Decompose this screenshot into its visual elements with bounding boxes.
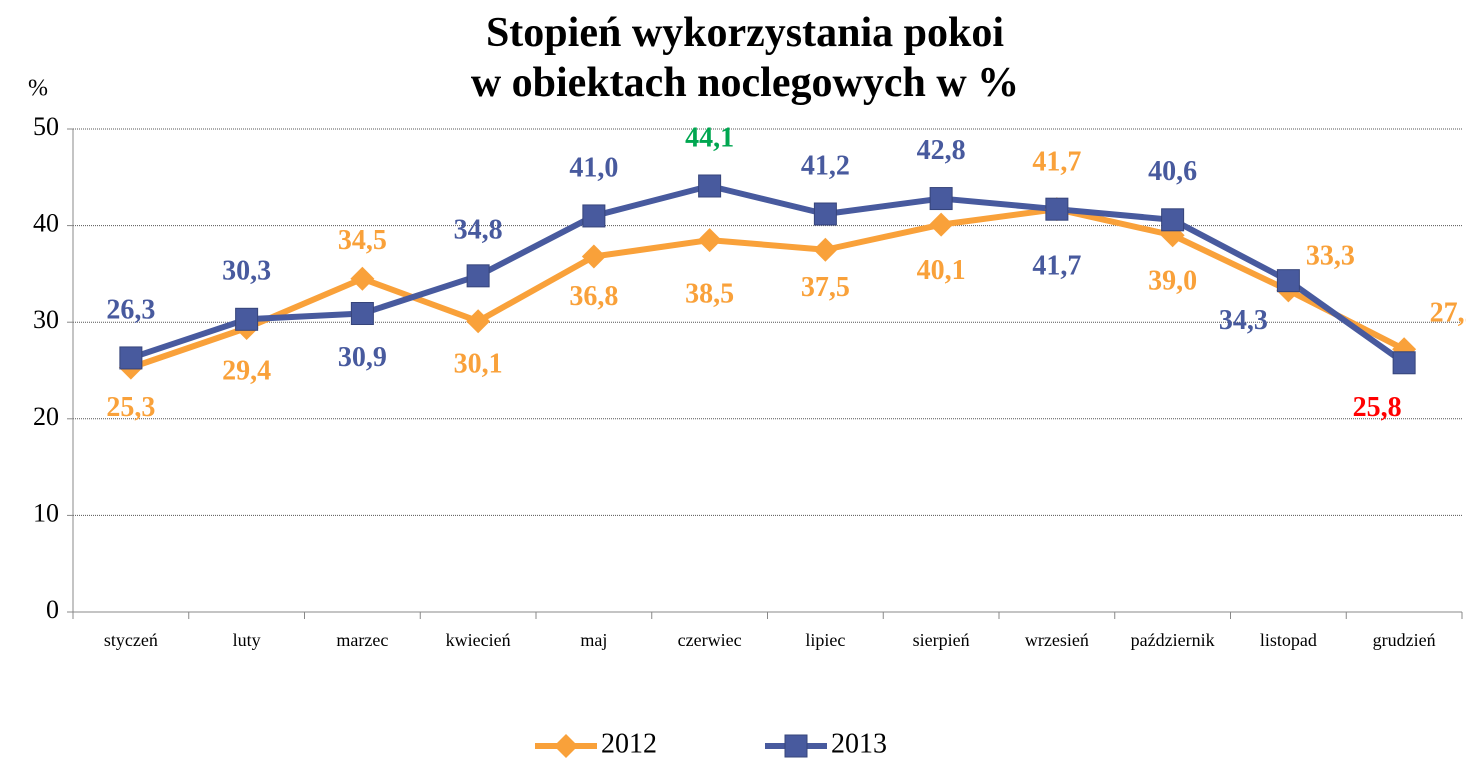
data-label: 39,0 <box>1148 266 1197 297</box>
data-label: 29,4 <box>222 355 271 386</box>
data-label: 34,5 <box>338 225 387 256</box>
x-tick-label: wrzesień <box>1025 630 1089 650</box>
data-label: 30,9 <box>338 342 387 373</box>
chart-title: Stopień wykorzystania pokoi w obiektach … <box>470 10 1020 106</box>
marker <box>350 302 374 326</box>
data-label: 25,3 <box>106 392 155 423</box>
x-tick-label: listopad <box>1260 630 1317 650</box>
data-label: 41,2 <box>801 150 850 181</box>
marker <box>813 202 837 226</box>
marker <box>1161 208 1185 232</box>
marker <box>235 307 259 331</box>
data-label: 33,3 <box>1306 241 1355 272</box>
marker <box>698 174 722 198</box>
marker <box>350 266 375 291</box>
x-tick-label: styczeń <box>104 630 158 650</box>
x-tick-label: sierpień <box>913 630 970 650</box>
marker <box>119 346 143 370</box>
x-tick-label: kwiecień <box>446 630 511 650</box>
marker <box>784 734 808 758</box>
x-tick-label: grudzień <box>1373 630 1436 650</box>
data-label: 25,8 <box>1353 392 1402 423</box>
data-label: 41,0 <box>569 152 618 183</box>
marker <box>466 309 491 334</box>
marker <box>1276 269 1300 293</box>
x-tick-label: maj <box>580 630 607 650</box>
marker <box>929 212 954 237</box>
marker <box>582 204 606 228</box>
series-line <box>129 182 1406 366</box>
data-label: 36,8 <box>569 281 618 312</box>
marker <box>1392 351 1416 375</box>
data-label: 30,3 <box>222 256 271 287</box>
y-axis-label: % <box>28 76 48 102</box>
legend-label: 2012 <box>601 728 657 759</box>
marker <box>554 734 578 758</box>
y-tick-label: 0 <box>46 595 59 624</box>
y-tick-label: 20 <box>33 402 59 431</box>
data-label: 40,1 <box>917 255 966 286</box>
data-label: 42,8 <box>917 135 966 166</box>
data-label: 34,3 <box>1219 305 1268 336</box>
data-label: 26,3 <box>106 294 155 325</box>
series-line <box>129 206 1406 371</box>
x-tick-label: październik <box>1131 630 1215 650</box>
data-label: 41,7 <box>1032 147 1081 178</box>
x-tick-label: lipiec <box>805 630 845 650</box>
data-label: 30,1 <box>454 349 503 380</box>
x-tick-label: marzec <box>336 630 388 650</box>
marker <box>813 237 838 262</box>
marker <box>466 264 490 288</box>
legend-label: 2013 <box>831 728 887 759</box>
data-label: 40,6 <box>1148 156 1197 187</box>
data-label: 41,7 <box>1032 251 1081 282</box>
marker <box>1045 197 1069 221</box>
data-label: 34,8 <box>454 214 503 245</box>
x-tick-label: luty <box>233 630 261 650</box>
marker <box>929 187 953 211</box>
y-tick-label: 50 <box>33 112 59 141</box>
y-tick-label: 40 <box>33 209 59 238</box>
marker <box>697 228 722 253</box>
data-label: 27,2 <box>1430 298 1466 329</box>
data-label: 44,1 <box>685 122 734 153</box>
marker <box>581 244 606 269</box>
y-tick-label: 10 <box>33 498 59 527</box>
data-label: 38,5 <box>685 279 734 310</box>
data-label: 37,5 <box>801 272 850 303</box>
x-tick-label: czerwiec <box>678 630 742 650</box>
y-tick-label: 30 <box>33 305 59 334</box>
